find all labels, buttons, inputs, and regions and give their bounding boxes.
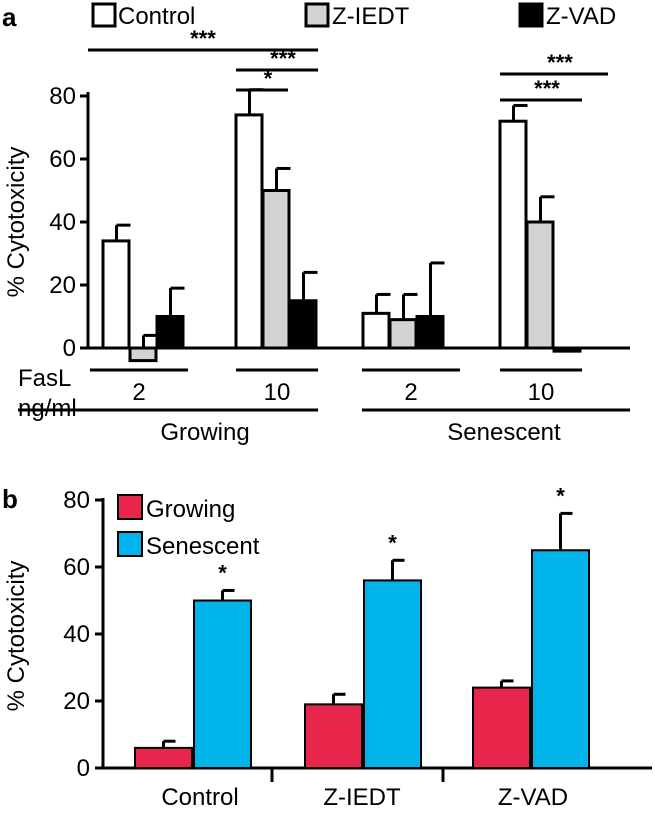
bar-growing-10-z-vad bbox=[288, 299, 318, 350]
bar-growing-10-z-iedt bbox=[261, 189, 291, 350]
bar-control-growing bbox=[134, 746, 193, 770]
bar-control-senescent bbox=[193, 599, 252, 769]
legend-swatch-control bbox=[91, 2, 117, 28]
bar-senescent-10-z-iedt bbox=[525, 220, 555, 350]
fasl-label: FasL bbox=[18, 365, 71, 392]
significance-label-5: *** bbox=[534, 76, 560, 101]
bar-z-iedt-growing bbox=[304, 703, 363, 769]
panel-a-y-tick-label-80: 80 bbox=[49, 83, 76, 110]
panel-a-group-labels: 2 10 2 10 Growing Senescent bbox=[18, 368, 630, 446]
panel-a-letter: a bbox=[2, 2, 17, 32]
dose-label-growing-2: 2 bbox=[132, 379, 145, 406]
bar-growing-10-control bbox=[234, 113, 264, 350]
bar-senescent-2-z-vad bbox=[415, 315, 445, 350]
significance-star-z-iedt: * bbox=[388, 530, 397, 555]
legend-swatch-z-vad bbox=[518, 2, 544, 28]
dose-label-senescent-2: 2 bbox=[404, 379, 417, 406]
bar-growing-2-z-vad bbox=[155, 315, 185, 350]
panel-a-y-tick-label-20: 20 bbox=[49, 272, 76, 299]
significance-label-4: *** bbox=[547, 50, 573, 75]
significance-star-z-vad: * bbox=[556, 483, 565, 508]
bar-growing-2-z-iedt bbox=[128, 346, 158, 363]
panel-b-bars: * * * bbox=[134, 483, 590, 770]
panel-a-y-axis-label: % Cytotoxicity bbox=[3, 147, 30, 298]
bar-senescent-10-control bbox=[498, 119, 528, 350]
significance-label-2: *** bbox=[270, 46, 296, 71]
panel-b-x-label-z-iedt: Z-IEDT bbox=[323, 784, 401, 811]
legend-label-growing: Growing bbox=[146, 496, 235, 523]
bar-senescent-10-z-vad bbox=[552, 346, 582, 353]
panel-b-y-tick-label-40: 40 bbox=[63, 621, 90, 648]
panel-b-x-label-z-vad: Z-VAD bbox=[498, 784, 568, 811]
panel-b-y-tick-label-60: 60 bbox=[63, 554, 90, 581]
legend-label-control: Control bbox=[118, 3, 195, 30]
dose-label-senescent-10: 10 bbox=[528, 379, 555, 406]
significance-star-control: * bbox=[218, 560, 227, 585]
legend-label-senescent: Senescent bbox=[146, 533, 260, 560]
panel-a-y-tick-label-0: 0 bbox=[63, 335, 76, 362]
legend-label-z-vad: Z-VAD bbox=[546, 3, 616, 30]
panel-b-y-tick-label-80: 80 bbox=[63, 487, 90, 514]
condition-label-growing: Growing bbox=[160, 419, 249, 446]
significance-label-1: *** bbox=[190, 26, 216, 51]
panel-a-y-tick-label-40: 40 bbox=[49, 209, 76, 236]
bar-z-iedt-senescent bbox=[363, 579, 422, 770]
panel-b-letter: b bbox=[2, 484, 18, 514]
panel-a-y-tick-label-60: 60 bbox=[49, 146, 76, 173]
panel-b-legend: Growing Senescent bbox=[117, 494, 260, 560]
legend-swatch-senescent bbox=[117, 531, 143, 557]
panel-a-y-ticks: 0 20 40 60 80 bbox=[49, 83, 88, 362]
legend-swatch-z-iedt bbox=[304, 2, 330, 28]
panel-b-y-axis-label: % Cytotoxicity bbox=[3, 561, 30, 712]
panel-b-y-tick-label-20: 20 bbox=[63, 688, 90, 715]
panel-a-bars bbox=[101, 88, 582, 363]
panel-b-x-label-control: Control bbox=[161, 784, 238, 811]
panel-b-y-tick-label-0: 0 bbox=[77, 755, 90, 782]
dose-label-growing-10: 10 bbox=[264, 379, 291, 406]
legend-swatch-growing bbox=[117, 494, 143, 520]
significance-label-3: * bbox=[264, 66, 273, 91]
panel-b-x-labels: Control Z-IEDT Z-VAD bbox=[161, 768, 568, 811]
condition-label-senescent: Senescent bbox=[447, 419, 561, 446]
bar-growing-2-control bbox=[101, 239, 131, 350]
bar-z-vad-growing bbox=[472, 686, 531, 769]
bar-senescent-2-control bbox=[361, 311, 391, 350]
bar-z-vad-senescent bbox=[531, 549, 590, 769]
panel-a-legend: Control Z-IEDT Z-VAD bbox=[91, 2, 616, 30]
bar-senescent-2-z-iedt bbox=[388, 318, 418, 350]
panel-a-significance: ************* bbox=[88, 26, 608, 102]
panel-b-y-ticks: 0 20 40 60 80 bbox=[63, 487, 103, 782]
legend-label-z-iedt: Z-IEDT bbox=[332, 3, 410, 30]
